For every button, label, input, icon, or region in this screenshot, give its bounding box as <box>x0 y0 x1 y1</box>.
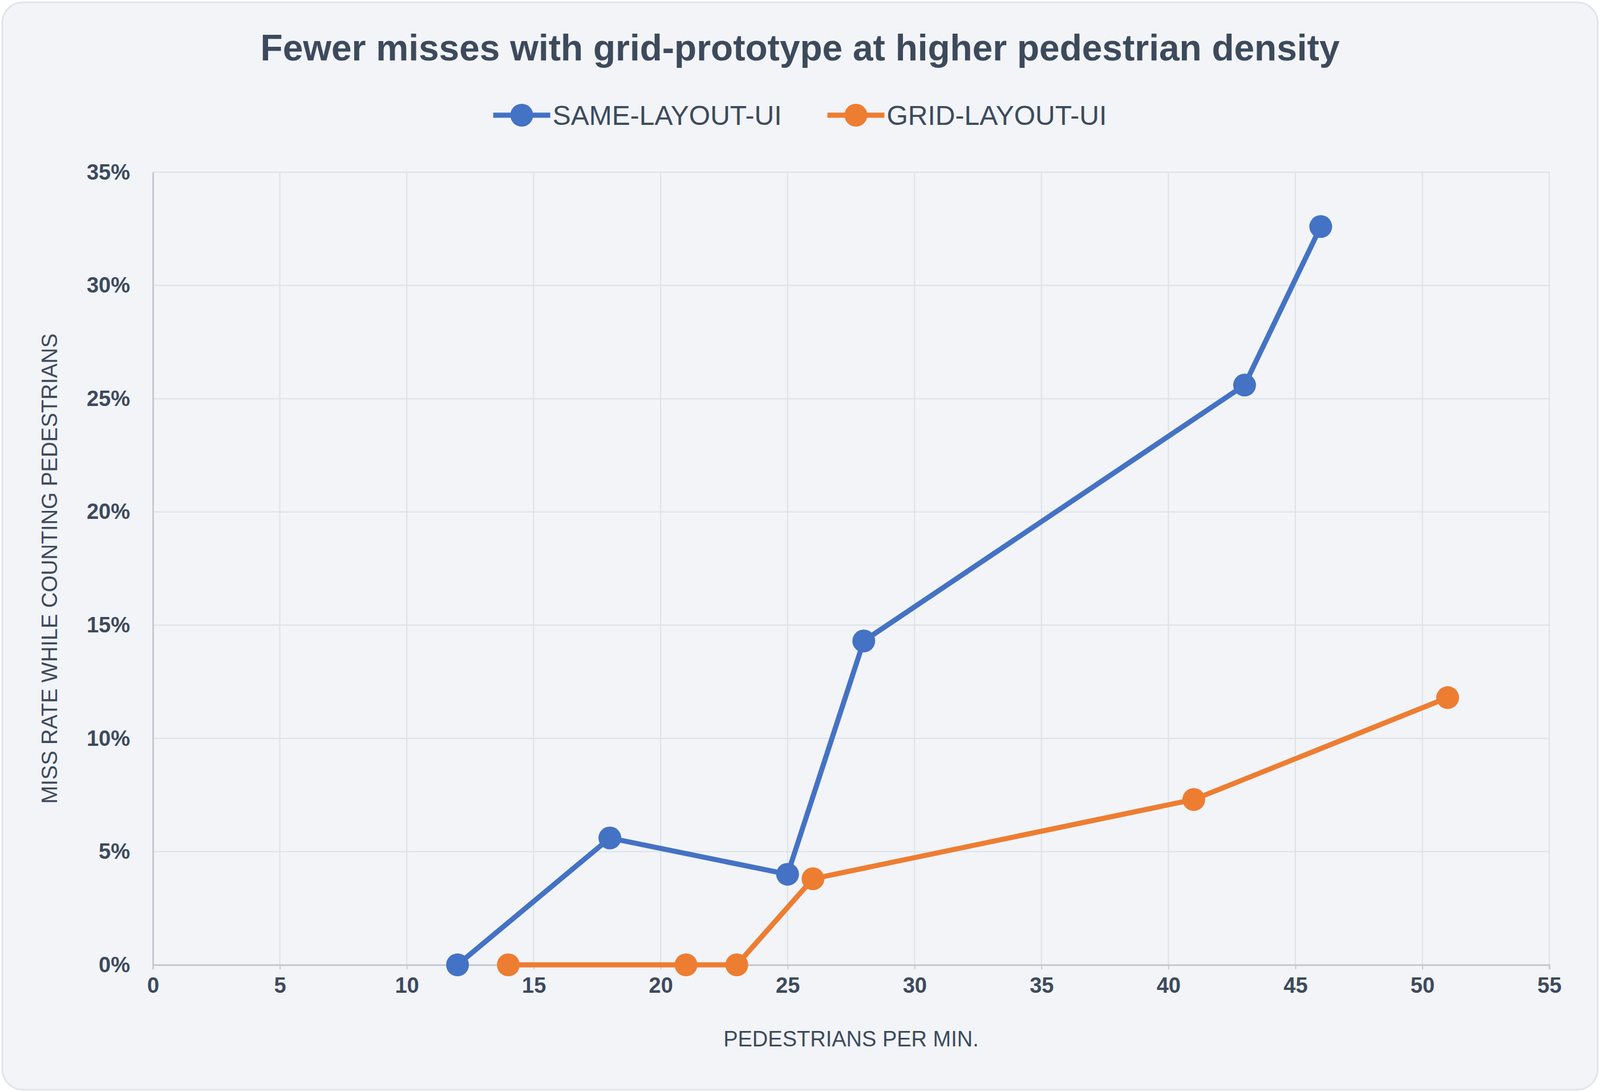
legend-item: GRID-LAYOUT-UI <box>827 100 1108 131</box>
series-line <box>508 697 1448 966</box>
grid-line <box>152 511 1550 513</box>
x-tick-mark <box>914 965 916 970</box>
y-tick: 20% <box>86 499 153 524</box>
x-tick-label: 25 <box>775 973 800 998</box>
x-tick-mark <box>1168 965 1170 970</box>
series-point <box>1436 686 1460 710</box>
series-point <box>1182 788 1206 812</box>
grid-line <box>152 171 1550 173</box>
legend-marker <box>510 103 534 127</box>
x-tick: 55 <box>1537 965 1562 998</box>
series-point <box>852 629 876 653</box>
y-tick: 25% <box>86 386 153 411</box>
legend-marker <box>844 103 868 127</box>
series-point <box>1233 373 1257 397</box>
series-point <box>446 953 469 977</box>
x-tick-mark <box>1549 965 1551 970</box>
x-tick-label: 35 <box>1029 973 1054 998</box>
series-point <box>776 863 800 886</box>
grid-line <box>152 851 1550 853</box>
x-tick-label: 10 <box>394 973 419 998</box>
x-tick-label: 20 <box>649 973 674 998</box>
chart-title: Fewer misses with grid-prototype at high… <box>260 27 1340 69</box>
y-tick: 0% <box>98 953 153 978</box>
background <box>2 2 1598 1091</box>
x-tick: 25 <box>775 965 800 998</box>
series-point <box>598 827 622 850</box>
y-axis-line <box>152 172 155 966</box>
y-tick-label: 10% <box>86 726 131 751</box>
x-tick: 50 <box>1410 965 1435 998</box>
y-tick-label: 30% <box>86 273 131 298</box>
x-tick-label: 0 <box>147 973 160 998</box>
plot-area <box>446 215 1460 977</box>
grid-line <box>152 285 1550 287</box>
x-tick-mark <box>1294 965 1296 970</box>
grid-line <box>406 172 408 966</box>
grid-line <box>1167 172 1169 966</box>
y-axis-title: MISS RATE WHILE COUNTING PEDESTRIANS <box>37 333 62 805</box>
legend-label: GRID-LAYOUT-UI <box>886 100 1108 131</box>
x-tick-mark <box>152 965 155 970</box>
grid-line <box>1294 172 1296 966</box>
legend: SAME-LAYOUT-UI GRID-LAYOUT-UI <box>493 100 1108 131</box>
legend-item: SAME-LAYOUT-UI <box>493 100 783 131</box>
y-tick: 10% <box>86 726 153 751</box>
grid-line <box>1040 172 1043 966</box>
x-tick-label: 30 <box>902 973 927 998</box>
x-tick: 10 <box>394 965 419 998</box>
grid-line <box>913 172 915 966</box>
x-tick-mark <box>1422 965 1424 970</box>
x-tick: 35 <box>1029 965 1054 998</box>
x-tick-mark <box>279 965 281 970</box>
grid-line <box>279 172 281 966</box>
y-tick-label: 15% <box>86 613 131 638</box>
x-tick: 40 <box>1156 965 1181 998</box>
y-tick-label: 0% <box>98 953 131 978</box>
x-tick-label: 55 <box>1537 973 1562 998</box>
y-axis: 0% 5% 10% 15% 20% 25% 30% 35% <box>86 160 154 978</box>
y-tick-label: 20% <box>86 499 131 524</box>
series-point <box>725 953 749 977</box>
x-tick-mark <box>787 965 789 970</box>
grid-line <box>787 172 789 966</box>
x-tick: 5 <box>273 965 286 998</box>
x-tick: 45 <box>1283 965 1308 998</box>
grid-line <box>533 172 535 966</box>
x-axis: 0 5 10 15 20 25 30 35 40 45 50 55 <box>147 965 1562 998</box>
series-point <box>1309 215 1332 238</box>
x-tick-label: 50 <box>1410 973 1435 998</box>
y-tick: 15% <box>86 613 153 638</box>
x-tick: 15 <box>521 965 546 998</box>
y-tick-label: 35% <box>86 160 131 185</box>
x-tick: 0 <box>147 965 160 998</box>
x-tick: 30 <box>902 965 927 998</box>
x-axis-title: PEDESTRIANS PER MIN. <box>723 1027 979 1052</box>
x-tick-label: 45 <box>1283 973 1308 998</box>
series-point <box>496 953 520 977</box>
x-tick: 20 <box>649 965 674 998</box>
legend-label: SAME-LAYOUT-UI <box>552 100 783 131</box>
series-point <box>674 953 698 977</box>
y-tick: 35% <box>86 160 153 185</box>
x-tick-label: 15 <box>521 973 546 998</box>
y-tick-label: 25% <box>86 386 131 411</box>
series-line <box>457 226 1321 966</box>
x-tick-label: 5 <box>273 973 286 998</box>
grid-line <box>1548 172 1550 966</box>
y-tick: 30% <box>86 273 153 298</box>
grid-line <box>152 624 1550 626</box>
x-tick-mark <box>1040 965 1043 970</box>
grid <box>152 172 1550 966</box>
x-axis-line <box>153 965 1550 971</box>
x-tick-label: 40 <box>1156 973 1181 998</box>
y-tick-label: 5% <box>98 839 131 864</box>
grid-line <box>152 172 154 966</box>
series-point <box>801 867 825 891</box>
y-tick: 5% <box>98 839 153 864</box>
x-tick-mark <box>406 965 408 970</box>
grid-line <box>1421 172 1423 966</box>
chart: 0 5 10 15 20 25 30 35 40 45 50 55 0% 5% 10% 15% 20% 25% 30… <box>0 0 1600 1092</box>
grid-line <box>152 398 1550 400</box>
